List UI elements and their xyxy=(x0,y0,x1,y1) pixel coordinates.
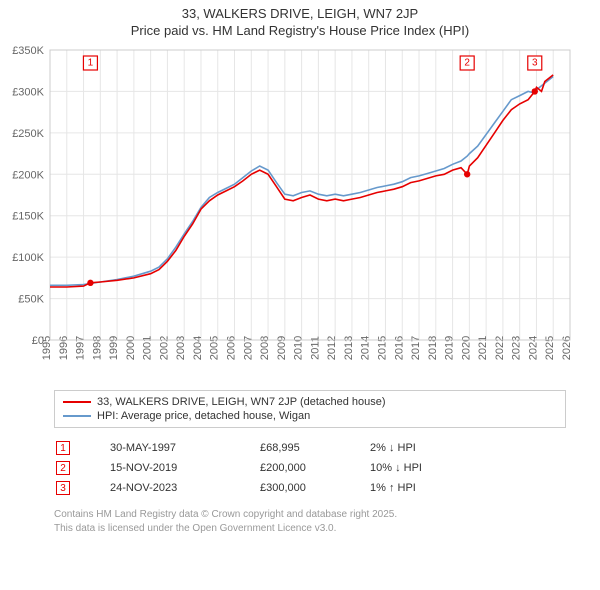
sale-dot-1 xyxy=(87,280,93,286)
legend-row: HPI: Average price, detached house, Wiga… xyxy=(63,409,557,423)
x-tick-label: 2005 xyxy=(209,336,221,360)
x-tick-label: 2013 xyxy=(343,336,355,360)
y-tick-label: £250K xyxy=(12,128,44,140)
x-tick-label: 2021 xyxy=(477,336,489,360)
x-tick-label: 2024 xyxy=(527,336,539,360)
x-tick-label: 1996 xyxy=(58,336,70,360)
y-tick-label: £150K xyxy=(12,211,44,223)
x-tick-label: 1998 xyxy=(91,336,103,360)
sale-dot-3 xyxy=(532,88,538,94)
y-tick-label: £300K xyxy=(12,86,44,98)
sales-date: 24-NOV-2023 xyxy=(70,482,260,494)
chart-subtitle: Price paid vs. HM Land Registry's House … xyxy=(0,23,600,38)
sale-marker-num-2: 2 xyxy=(464,58,470,69)
sales-row: 324-NOV-2023£300,0001% ↑ HPI xyxy=(54,478,566,498)
y-tick-label: £350K xyxy=(12,45,44,57)
sales-row: 130-MAY-1997£68,9952% ↓ HPI xyxy=(54,438,566,458)
x-tick-label: 2017 xyxy=(410,336,422,360)
sales-marker-2: 2 xyxy=(56,461,70,475)
x-tick-label: 2001 xyxy=(142,336,154,360)
x-tick-label: 2016 xyxy=(393,336,405,360)
x-tick-label: 2008 xyxy=(259,336,271,360)
sales-price: £300,000 xyxy=(260,482,370,494)
sales-price: £200,000 xyxy=(260,462,370,474)
sales-marker-1: 1 xyxy=(56,441,70,455)
x-tick-label: 2014 xyxy=(360,336,372,360)
x-tick-label: 2012 xyxy=(326,336,338,360)
x-tick-label: 2025 xyxy=(544,336,556,360)
chart-svg: £0£50K£100K£150K£200K£250K£300K£350K1995… xyxy=(0,42,600,382)
sale-marker-num-1: 1 xyxy=(88,58,94,69)
y-tick-label: £200K xyxy=(12,169,44,181)
x-tick-label: 1999 xyxy=(108,336,120,360)
sale-marker-num-3: 3 xyxy=(532,58,538,69)
sales-date: 15-NOV-2019 xyxy=(70,462,260,474)
chart-title: 33, WALKERS DRIVE, LEIGH, WN7 2JP xyxy=(0,6,600,21)
x-tick-label: 2020 xyxy=(460,336,472,360)
footnote: Contains HM Land Registry data © Crown c… xyxy=(54,508,566,535)
x-tick-label: 2004 xyxy=(192,336,204,360)
sales-date: 30-MAY-1997 xyxy=(70,442,260,454)
x-tick-label: 2002 xyxy=(158,336,170,360)
y-tick-label: £50K xyxy=(18,294,44,306)
sale-dot-2 xyxy=(464,171,470,177)
legend: 33, WALKERS DRIVE, LEIGH, WN7 2JP (detac… xyxy=(54,390,566,428)
x-tick-label: 2010 xyxy=(293,336,305,360)
footnote-line2: This data is licensed under the Open Gov… xyxy=(54,522,566,536)
x-tick-label: 2009 xyxy=(276,336,288,360)
x-tick-label: 2000 xyxy=(125,336,137,360)
sales-marker-3: 3 xyxy=(56,481,70,495)
x-tick-label: 2006 xyxy=(226,336,238,360)
x-tick-label: 2022 xyxy=(494,336,506,360)
sales-price: £68,995 xyxy=(260,442,370,454)
x-tick-label: 2018 xyxy=(427,336,439,360)
sales-diff: 10% ↓ HPI xyxy=(370,462,480,474)
x-tick-label: 2023 xyxy=(511,336,523,360)
legend-swatch xyxy=(63,401,91,403)
legend-swatch xyxy=(63,415,91,417)
sales-row: 215-NOV-2019£200,00010% ↓ HPI xyxy=(54,458,566,478)
x-tick-label: 1997 xyxy=(75,336,87,360)
sales-diff: 1% ↑ HPI xyxy=(370,482,480,494)
legend-label: HPI: Average price, detached house, Wiga… xyxy=(97,410,310,422)
x-tick-label: 2007 xyxy=(242,336,254,360)
x-tick-label: 2026 xyxy=(561,336,573,360)
x-tick-label: 2019 xyxy=(444,336,456,360)
x-tick-label: 2015 xyxy=(376,336,388,360)
legend-label: 33, WALKERS DRIVE, LEIGH, WN7 2JP (detac… xyxy=(97,396,386,408)
chart-area: £0£50K£100K£150K£200K£250K£300K£350K1995… xyxy=(0,42,600,382)
sales-diff: 2% ↓ HPI xyxy=(370,442,480,454)
legend-row: 33, WALKERS DRIVE, LEIGH, WN7 2JP (detac… xyxy=(63,395,557,409)
x-tick-label: 2003 xyxy=(175,336,187,360)
x-tick-label: 1995 xyxy=(41,336,53,360)
sales-table: 130-MAY-1997£68,9952% ↓ HPI215-NOV-2019£… xyxy=(54,438,566,498)
y-tick-label: £100K xyxy=(12,252,44,264)
footnote-line1: Contains HM Land Registry data © Crown c… xyxy=(54,508,566,522)
